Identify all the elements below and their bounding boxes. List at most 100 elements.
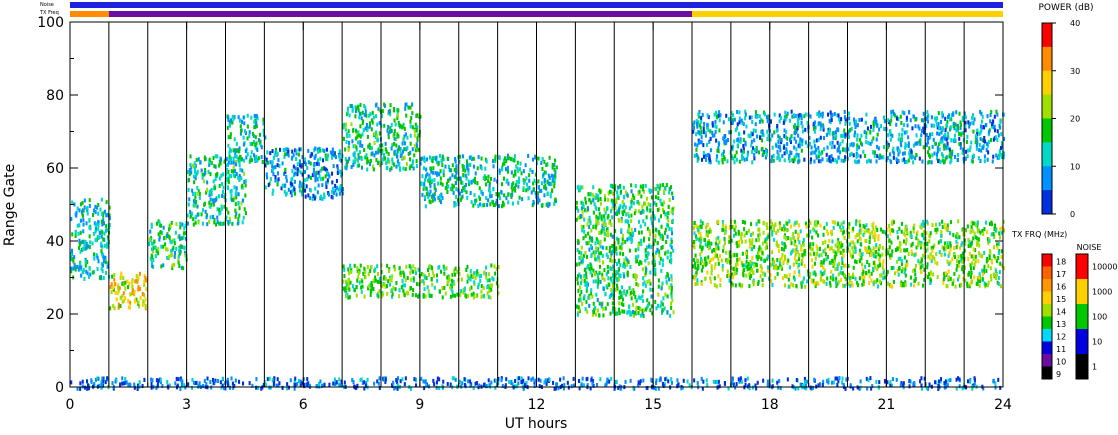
echo-point [616, 209, 619, 214]
echo-point [629, 312, 632, 317]
echo-point [803, 263, 806, 268]
echo-point [82, 208, 85, 213]
echo-point [227, 135, 230, 140]
echo-point [79, 249, 82, 254]
echo-point [887, 248, 890, 253]
echo-point [650, 294, 653, 299]
echo-point [882, 276, 885, 281]
echo-point [757, 247, 760, 252]
echo-point [553, 177, 556, 182]
echo-point [479, 197, 482, 202]
echo-point [999, 227, 1002, 232]
echo-point [395, 137, 398, 142]
echo-point [881, 229, 884, 234]
echo-point [713, 265, 716, 270]
echo-point [611, 201, 614, 206]
echo-point [863, 230, 866, 235]
echo-point [936, 125, 939, 130]
echo-point [173, 238, 176, 243]
echo-point [813, 126, 816, 131]
echo-point [773, 260, 776, 265]
echo-point [841, 251, 844, 256]
echo-point [700, 249, 703, 254]
echo-point [553, 184, 556, 189]
echo-point [738, 282, 741, 287]
echo-point [514, 172, 517, 177]
echo-point [399, 270, 402, 275]
echo-point [320, 194, 323, 199]
echo-point [975, 236, 978, 241]
echo-point [439, 181, 442, 186]
echo-point [464, 293, 467, 298]
echo-point [129, 292, 132, 297]
echo-point [640, 194, 643, 199]
echo-point [470, 155, 473, 160]
echo-point [361, 279, 364, 284]
echo-point [274, 165, 277, 170]
echo-point [970, 140, 973, 145]
echo-point [470, 274, 473, 279]
echo-point [872, 123, 875, 128]
echo-point [375, 114, 378, 119]
echo-point [850, 274, 853, 279]
echo-point [750, 222, 753, 227]
echo-point [757, 233, 760, 238]
echo-point [625, 292, 628, 297]
echo-point [362, 271, 365, 276]
echo-point [865, 228, 868, 233]
echo-point [353, 263, 356, 268]
echo-point [755, 262, 758, 267]
echo-point [502, 202, 505, 207]
echo-point [743, 130, 746, 135]
echo-point [803, 157, 806, 162]
echo-point [872, 261, 875, 266]
echo-point [352, 128, 355, 133]
echo-point [783, 128, 786, 133]
echo-point [216, 154, 219, 159]
echo-point [465, 176, 468, 181]
echo-point [837, 280, 840, 285]
echo-point [179, 221, 182, 226]
echo-point [913, 253, 916, 258]
echo-point [717, 243, 720, 248]
echo-point [165, 247, 168, 252]
echo-point [978, 143, 981, 148]
echo-point [781, 276, 784, 281]
echo-point [271, 149, 274, 154]
echo-point [671, 298, 674, 303]
echo-point [594, 272, 597, 277]
echo-point [961, 255, 964, 260]
echo-point [131, 291, 134, 296]
echo-point [321, 197, 324, 202]
echo-point [216, 171, 219, 176]
echo-point [966, 224, 969, 229]
echo-point [591, 273, 594, 278]
echo-point [598, 231, 601, 236]
echo-point [131, 284, 134, 289]
echo-point [458, 191, 461, 196]
echo-point [622, 252, 625, 257]
echo-point [656, 241, 659, 246]
echo-point [716, 148, 719, 153]
echo-point [307, 193, 310, 198]
echo-point [93, 256, 96, 261]
echo-point [742, 272, 745, 277]
echo-point [430, 166, 433, 171]
echo-point [630, 213, 633, 218]
echo-point [292, 153, 295, 158]
echo-point [374, 275, 377, 280]
echo-point [89, 272, 92, 277]
echo-point [821, 150, 824, 155]
echo-point [641, 267, 644, 272]
echo-point [476, 181, 479, 186]
echo-point [88, 198, 91, 203]
echo-point [541, 203, 544, 208]
echo-point [611, 215, 614, 220]
echo-point [187, 187, 190, 192]
echo-point [623, 258, 626, 263]
echo-point [702, 130, 705, 135]
echo-point [269, 160, 272, 165]
echo-point [971, 116, 974, 121]
echo-point [364, 105, 367, 110]
echo-point [304, 188, 307, 193]
